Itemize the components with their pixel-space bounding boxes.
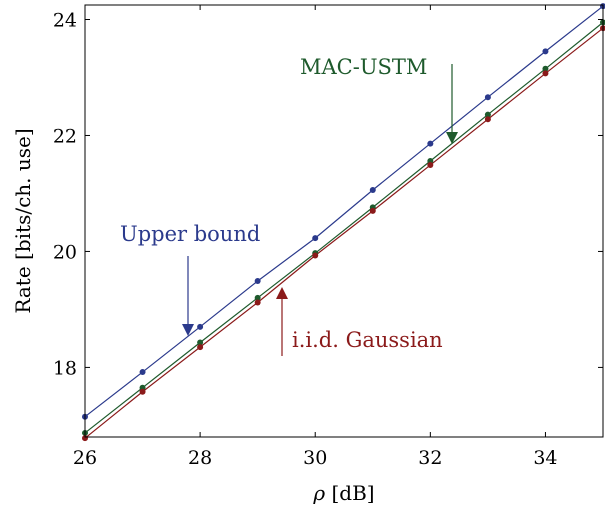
data-point-i-i-d-gaussian	[485, 116, 491, 122]
x-axis-symbol: ρ	[312, 481, 325, 505]
x-tick-label: 32	[418, 447, 442, 469]
data-point-i-i-d-gaussian	[427, 162, 433, 168]
data-point-i-i-d-gaussian	[255, 299, 261, 305]
data-point-upper-bound	[140, 369, 146, 375]
data-point-i-i-d-gaussian	[312, 253, 318, 259]
data-point-upper-bound	[312, 235, 318, 241]
y-tick-label: 24	[53, 9, 77, 31]
y-tick-label: 20	[53, 241, 77, 263]
arrow-iid-gaussian	[276, 287, 288, 356]
arrow-mac-ustm	[446, 64, 458, 144]
x-tick-label: 26	[73, 447, 97, 469]
x-tick-label: 28	[188, 447, 212, 469]
data-point-i-i-d-gaussian	[370, 208, 376, 214]
x-axis-unit: [dB]	[332, 481, 375, 505]
annotation-mac-ustm: MAC-USTM	[300, 55, 427, 79]
annotation-iid-gaussian: i.i.d. Gaussian	[292, 328, 443, 352]
x-axis-title: ρ [dB]	[312, 481, 374, 505]
y-tick-label: 18	[53, 357, 77, 379]
data-point-i-i-d-gaussian	[197, 344, 203, 350]
data-point-upper-bound	[197, 324, 203, 330]
data-point-upper-bound	[370, 187, 376, 193]
data-point-upper-bound	[255, 278, 261, 284]
data-point-upper-bound	[485, 94, 491, 100]
arrow-upper-bound	[182, 256, 194, 336]
data-point-i-i-d-gaussian	[140, 389, 146, 395]
x-tick-label: 34	[533, 447, 557, 469]
y-tick-label: 22	[53, 125, 77, 147]
data-point-i-i-d-gaussian	[542, 70, 548, 76]
x-tick-label: 30	[303, 447, 327, 469]
data-point-upper-bound	[427, 141, 433, 147]
data-point-upper-bound	[542, 48, 548, 54]
annotation-upper-bound: Upper bound	[120, 222, 260, 246]
y-axis-title: Rate [bits/ch. use]	[11, 128, 35, 313]
